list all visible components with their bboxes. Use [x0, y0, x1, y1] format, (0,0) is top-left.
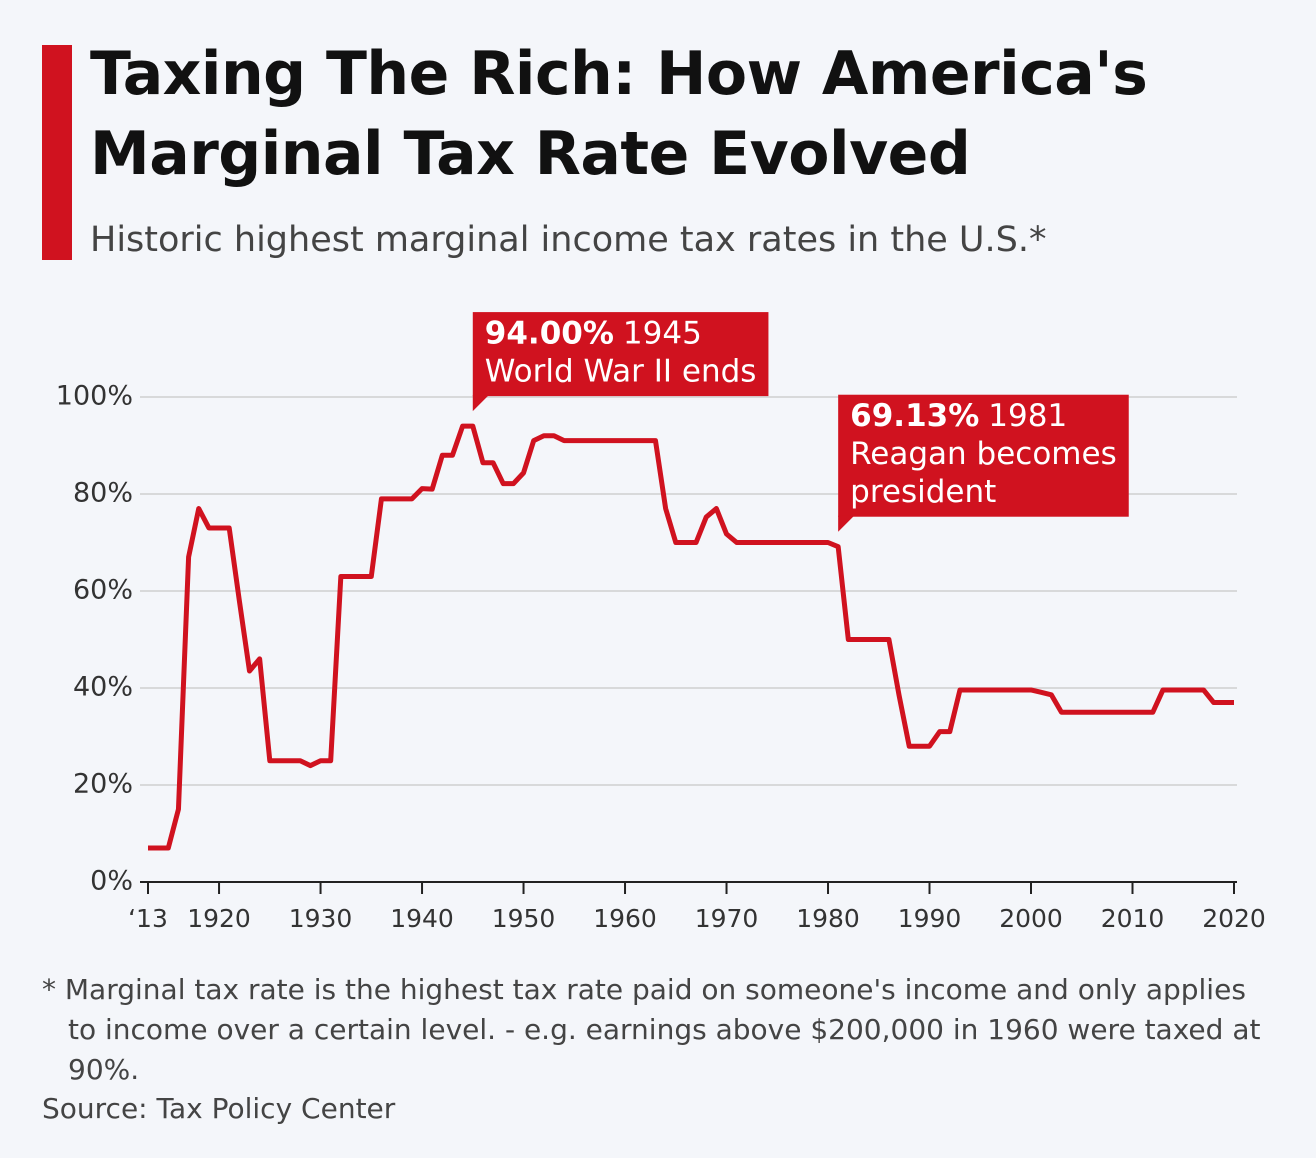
x-tick-label: ‘13	[128, 904, 168, 933]
y-tick-label: 100%	[56, 381, 133, 412]
x-tick-label: 1920	[187, 904, 251, 933]
y-tick-label: 80%	[73, 478, 133, 509]
x-tick-label: 1970	[695, 904, 759, 933]
x-tick-label: 1940	[390, 904, 454, 933]
x-tick-label: 1950	[492, 904, 556, 933]
annotation-pointer	[838, 515, 855, 532]
chart: 0% 20% 40% 60% 80% 100% ‘13 1920 1930 1940 1950 196…	[56, 312, 1266, 933]
annotation-value: 69.13%	[850, 398, 979, 434]
x-tick-label: 1960	[593, 904, 657, 933]
annotation-text: president	[850, 474, 996, 510]
annotation-box	[838, 394, 1129, 517]
y-tick-label: 40%	[73, 672, 133, 703]
annotation-box	[472, 312, 769, 397]
line-series	[148, 423, 1234, 851]
x-tick-label: 1930	[289, 904, 353, 933]
y-tick-label: 0%	[90, 866, 133, 897]
title: Taxing The Rich: How America's Marginal …	[90, 39, 1148, 189]
x-tick-label: 1990	[898, 904, 962, 933]
accent-bar	[42, 45, 72, 260]
x-tick-label: 1980	[796, 904, 860, 933]
x-tick-label: 2010	[1101, 904, 1165, 933]
annotation-value: 94.00%	[485, 316, 614, 352]
x-tick-label: 2000	[999, 904, 1063, 933]
annotation-text: Reagan becomes	[850, 436, 1117, 472]
annotation-year: 1945	[623, 316, 702, 352]
x-tick-label: 2020	[1202, 904, 1266, 933]
annotation-pointer	[472, 395, 489, 412]
annotation-text: World War II ends	[485, 354, 757, 390]
annotation-year: 1981	[988, 398, 1067, 434]
source: Source: Tax Policy Center	[42, 1092, 396, 1125]
subtitle: Historic highest marginal income tax rat…	[90, 220, 1047, 260]
footnote: * Marginal tax rate is the highest tax r…	[42, 973, 1261, 1086]
y-tick-label: 60%	[73, 575, 133, 606]
y-tick-label: 20%	[73, 769, 133, 800]
